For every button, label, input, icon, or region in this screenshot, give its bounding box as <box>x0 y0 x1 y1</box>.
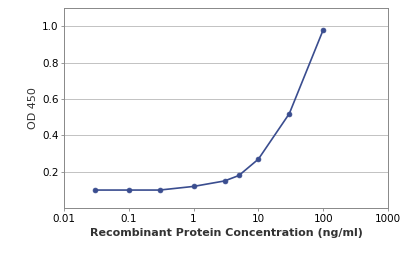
Y-axis label: OD 450: OD 450 <box>28 87 38 129</box>
X-axis label: Recombinant Protein Concentration (ng/ml): Recombinant Protein Concentration (ng/ml… <box>90 228 362 238</box>
